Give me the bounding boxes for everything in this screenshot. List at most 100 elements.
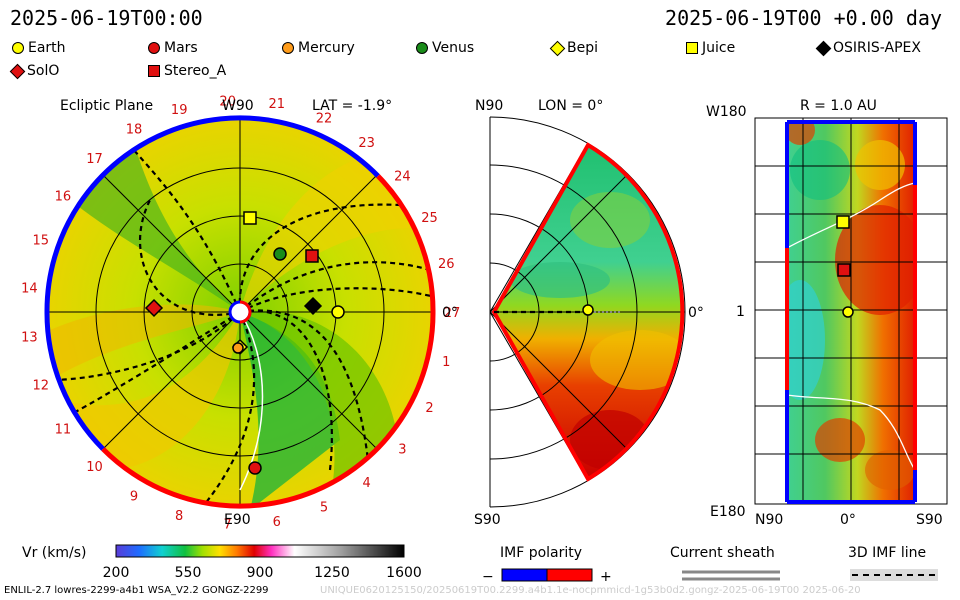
carrington-label: 22 (316, 111, 333, 126)
meridional-plot (489, 116, 686, 508)
current-sheath-label: Current sheath (670, 545, 775, 561)
legend-label: Juice (702, 40, 736, 56)
carrington-label: 15 (33, 234, 50, 249)
carrington-label: 19 (171, 103, 188, 118)
carrington-label: 17 (86, 152, 103, 167)
imf-polarity-label: IMF polarity (500, 545, 582, 561)
ecliptic-markers (144, 211, 345, 475)
colorbar-ticks: 200 550 900 1250 1600 (103, 565, 422, 581)
datetime-right: 2025-06-19T00 +0.00 day (665, 6, 942, 30)
footer-left: ENLIL-2.7 lowres-2299-a4b1 WSA_V2.2 GONG… (4, 585, 269, 596)
meridional-earth-marker (582, 304, 594, 316)
carrington-label: 25 (421, 211, 438, 226)
ecliptic-top-label: W90 (222, 98, 254, 114)
imf-line-swatch-bg (850, 569, 938, 581)
carrington-label: 5 (320, 501, 328, 516)
colorbar-tick-label: 1600 (386, 565, 422, 581)
legend-label: OSIRIS-APEX (833, 40, 921, 56)
legend-label: Venus (432, 40, 475, 56)
carrington-label: 27 (444, 306, 461, 321)
carrington-label: 10 (86, 460, 103, 475)
stereo-a-marker (305, 249, 319, 263)
carrington-label: 12 (33, 379, 50, 394)
radial-stereo-a-marker (837, 263, 851, 277)
radial-map-bottom-left: E180 (710, 504, 746, 520)
carrington-label: 16 (55, 190, 72, 205)
legend-bepi: Bepi (549, 40, 598, 56)
meridional-bottom-label: S90 (474, 512, 501, 528)
carrington-label: 8 (175, 509, 183, 524)
carrington-label: 7 (224, 518, 232, 533)
carrington-label: 9 (130, 490, 138, 505)
carrington-label: 20 (219, 94, 236, 109)
legend-venus: Venus (416, 40, 474, 56)
carrington-label: 21 (269, 97, 286, 112)
imf-polarity-plus: + (600, 569, 612, 585)
radial-map-bottom-n: N90 (755, 512, 783, 528)
ecliptic-right-label: 0° (442, 305, 458, 321)
radial-map-mid-left: 1 (736, 304, 745, 320)
colorbar-tick-label: 1250 (314, 565, 350, 581)
radial-map-bottom-s: S90 (916, 512, 943, 528)
carrington-label: 23 (358, 136, 375, 151)
legend-juice: Juice (686, 40, 735, 56)
colorbar-tick-label: 900 (247, 565, 274, 581)
circle-icon (282, 42, 294, 54)
legend-mars: Mars (148, 40, 198, 56)
solo-marker (144, 298, 164, 318)
imf-negative-swatch (501, 568, 548, 582)
carrington-label: 18 (126, 122, 143, 137)
square-icon (148, 65, 160, 77)
colorbar-tick-label: 550 (175, 565, 202, 581)
osiris-apex-marker (303, 296, 323, 316)
meridional-lon-label: LON = 0° (538, 98, 603, 114)
imf-line-label: 3D IMF line (848, 545, 926, 561)
legend-label: Mercury (298, 40, 355, 56)
velocity-colorbar (115, 544, 405, 558)
radial-map-bottom-mid: 0° (840, 512, 856, 528)
footer-right: UNIQUE0620125150/20250619T00.2299.a4b1.1… (320, 585, 861, 596)
carrington-label: 26 (438, 257, 455, 272)
ecliptic-lat-label: LAT = -1.9° (312, 98, 392, 114)
carrington-label: 3 (398, 442, 406, 457)
datetime-left: 2025-06-19T00:00 (10, 6, 203, 30)
legend-earth: Earth (12, 40, 66, 56)
mercury-marker (232, 342, 244, 354)
juice-marker (243, 211, 257, 225)
circle-icon (12, 42, 24, 54)
carrington-label: 1 (442, 355, 450, 370)
radial-earth-marker (842, 306, 854, 318)
carrington-label: 24 (394, 170, 411, 185)
square-icon (686, 42, 698, 54)
legend-solo: SolO (9, 63, 60, 79)
meridional-top-label: N90 (475, 98, 503, 114)
carrington-label: 6 (273, 515, 281, 530)
radial-map-plot (754, 117, 948, 505)
ecliptic-plane-plot (44, 115, 436, 509)
ecliptic-bottom-label: E90 (224, 512, 251, 528)
radial-juice-marker (836, 215, 850, 229)
legend-label: Mars (164, 40, 198, 56)
radial-map-title: R = 1.0 AU (800, 98, 877, 114)
colorbar-tick-label: 200 (103, 565, 130, 581)
circle-icon (416, 42, 428, 54)
ecliptic-title: Ecliptic Plane (60, 98, 153, 114)
imf-positive-swatch (546, 568, 593, 582)
venus-marker (273, 247, 287, 261)
carrington-label: 13 (21, 331, 38, 346)
legend-osiris-apex: OSIRIS-APEX (815, 40, 921, 56)
carrington-label: 11 (55, 423, 72, 438)
mars-marker (248, 461, 262, 475)
meridional-right-label: 0° (688, 305, 704, 321)
colorbar-label: Vr (km/s) (22, 545, 86, 561)
carrington-label: 4 (362, 476, 370, 491)
earth-marker (331, 305, 345, 319)
carrington-label: 14 (21, 281, 38, 296)
legend-label: SolO (27, 63, 60, 79)
legend-mercury: Mercury (282, 40, 355, 56)
radial-map-top-left: W180 (706, 104, 747, 120)
circle-icon (148, 42, 160, 54)
imf-polarity-minus: − (482, 569, 494, 585)
